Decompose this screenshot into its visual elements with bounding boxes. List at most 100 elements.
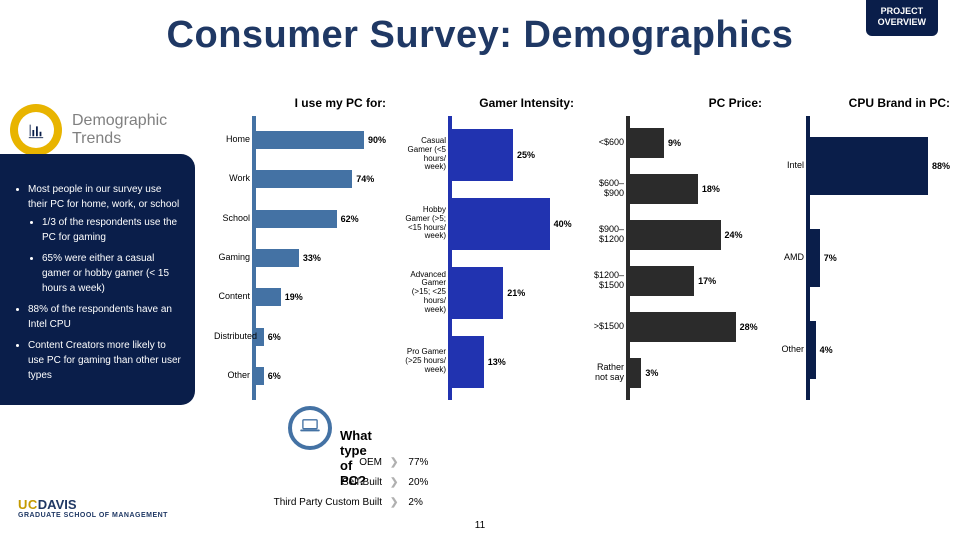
chart-icon: [18, 112, 54, 148]
badge-line1: PROJECT: [881, 6, 924, 16]
pctype-label: OEM: [260, 457, 390, 468]
bar-value: 74%: [352, 174, 374, 184]
bar-label: Other: [778, 345, 810, 355]
bar-label: Distributed: [214, 332, 256, 342]
pctype-row: OEM❯77%: [260, 452, 480, 472]
bar-label: Other: [214, 371, 256, 381]
bar-value: 6%: [264, 371, 281, 381]
sidebar-sub-bullet: 1/3 of the respondents use the PC for ga…: [42, 215, 183, 245]
bar-value: 28%: [736, 322, 758, 332]
bar: [630, 128, 664, 158]
bar-value: 40%: [550, 219, 572, 229]
bar-value: 62%: [337, 214, 359, 224]
bar: [256, 288, 281, 306]
laptop-icon-circle: [288, 406, 332, 450]
bar-value: 33%: [299, 253, 321, 263]
bar-row: AMD7%: [810, 229, 950, 287]
sidebar-notes: Most people in our survey use their PC f…: [0, 154, 195, 405]
bar-label: $900–$1200: [590, 225, 630, 245]
bar-value: 19%: [281, 292, 303, 302]
bar-value: 24%: [721, 230, 743, 240]
bar-value: 18%: [698, 184, 720, 194]
pctype-row: Self-Built❯20%: [260, 472, 480, 492]
bar-label: AMD: [778, 253, 810, 263]
bar: [452, 267, 503, 319]
bar-row: Distributed6%: [256, 328, 386, 346]
bar-label: Work: [214, 174, 256, 184]
bar-label: Gaming: [214, 253, 256, 263]
bar-row: $1200–$150017%: [630, 266, 762, 296]
logo-uc: UC: [18, 497, 38, 512]
bar: [452, 198, 550, 250]
bar-row: Content19%: [256, 288, 386, 306]
logo-subtitle: GRADUATE SCHOOL OF MANAGEMENT: [18, 512, 168, 519]
bar-row: Casual Gamer (<5 hours/ week)25%: [452, 129, 574, 181]
bar-label: Content: [214, 292, 256, 302]
bar-value: 4%: [816, 345, 833, 355]
bar-row: $900–$120024%: [630, 220, 762, 250]
chevron-icon: ❯: [390, 457, 408, 468]
logo-davis: DAVIS: [38, 497, 77, 512]
demographic-trends-label: Demographic Trends: [72, 112, 167, 149]
bar-label: Hobby Gamer (>5; <15 hours/ week): [402, 206, 452, 241]
chevron-icon: ❯: [390, 497, 408, 508]
bar-label: Pro Gamer (>25 hours/ week): [402, 348, 452, 374]
chart-icon-circle: [10, 104, 62, 156]
page-title: Consumer Survey: Demographics: [0, 0, 960, 57]
bar-row: School62%: [256, 210, 386, 228]
bar-row: Other6%: [256, 367, 386, 385]
bar: [810, 137, 928, 195]
bar: [630, 358, 641, 388]
bar: [452, 129, 513, 181]
bar-label: School: [214, 214, 256, 224]
bar-label: Advanced Gamer (>15; <25 hours/ week): [402, 271, 452, 315]
bar-label: Rather not say: [590, 363, 630, 383]
pctype-label: Third Party Custom Built: [260, 497, 390, 508]
bar: [256, 249, 299, 267]
chart-title: PC Price:: [586, 96, 762, 110]
bar: [256, 131, 364, 149]
bar-row: Other4%: [810, 321, 950, 379]
chart-title: I use my PC for:: [210, 96, 386, 110]
bar: [256, 210, 337, 228]
bar-label: >$1500: [590, 322, 630, 332]
chart-pc-price: PC Price: <$6009%$600–$90018%$900–$12002…: [586, 96, 762, 400]
bar-row: Hobby Gamer (>5; <15 hours/ week)40%: [452, 198, 574, 250]
bar-value: 7%: [820, 253, 837, 263]
pctype-value: 2%: [408, 497, 422, 508]
bar-value: 17%: [694, 276, 716, 286]
sidebar-bullet: Content Creators more likely to use PC f…: [28, 338, 183, 383]
chart-gamer-intensity: Gamer Intensity: Casual Gamer (<5 hours/…: [398, 96, 574, 400]
bar-value: 88%: [928, 161, 950, 171]
demographic-trends-header: Demographic Trends: [10, 104, 167, 156]
pctype-value: 20%: [408, 477, 428, 488]
charts-container: I use my PC for: Home90%Work74%School62%…: [210, 96, 950, 400]
chart-pc-use: I use my PC for: Home90%Work74%School62%…: [210, 96, 386, 400]
bar: [630, 220, 721, 250]
bar-value: 90%: [364, 135, 386, 145]
bar-label: $1200–$1500: [590, 271, 630, 291]
chevron-icon: ❯: [390, 477, 408, 488]
bar-label: <$600: [590, 138, 630, 148]
bar-value: 21%: [503, 288, 525, 298]
bar-row: Intel88%: [810, 137, 950, 195]
bar-value: 6%: [264, 332, 281, 342]
pctype-label: Self-Built: [260, 477, 390, 488]
bar-row: <$6009%: [630, 128, 762, 158]
bar-label: Casual Gamer (<5 hours/ week): [402, 137, 452, 172]
project-overview-badge: PROJECT OVERVIEW: [866, 0, 938, 36]
chart-title: Gamer Intensity:: [398, 96, 574, 110]
sidebar-bullet: Most people in our survey use their PC f…: [28, 182, 183, 296]
bar: [452, 336, 484, 388]
bar-row: Home90%: [256, 131, 386, 149]
bar-label: $600–$900: [590, 179, 630, 199]
bar-label: Home: [214, 135, 256, 145]
laptop-icon: [299, 418, 321, 439]
ucdavis-logo: UCDAVIS GRADUATE SCHOOL OF MANAGEMENT: [18, 497, 168, 519]
bar-value: 13%: [484, 357, 506, 367]
bar-row: >$150028%: [630, 312, 762, 342]
bar-value: 3%: [641, 368, 658, 378]
pctype-value: 77%: [408, 457, 428, 468]
bar: [630, 266, 694, 296]
bar-row: Advanced Gamer (>15; <25 hours/ week)21%: [452, 267, 574, 319]
